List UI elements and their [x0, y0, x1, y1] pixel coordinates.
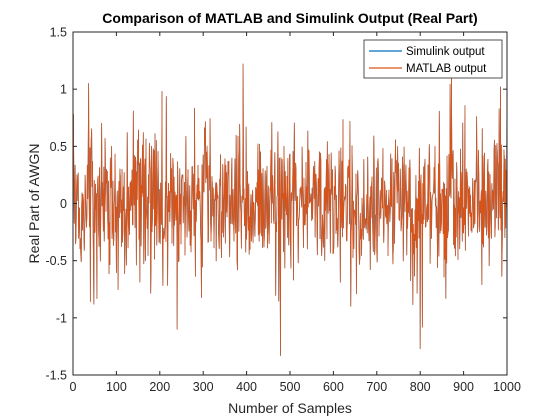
x-tick-label: 100 [106, 380, 127, 394]
y-axis-label: Real Part of AWGN [26, 143, 42, 263]
x-tick-label: 500 [280, 380, 301, 394]
y-tick-label: 0 [60, 197, 67, 211]
x-tick-label: 900 [453, 380, 474, 394]
y-tick-label: -0.5 [45, 254, 67, 268]
legend-label-simulink: Simulink output [406, 46, 485, 58]
series-line-matlab [72, 63, 508, 356]
x-tick-label: 600 [323, 380, 344, 394]
x-axis-label: Number of Samples [228, 400, 352, 416]
y-tick-label: 1 [60, 83, 67, 97]
y-axis: -1.5 -1 -0.5 0 0.5 1 1.5 [45, 26, 507, 383]
y-tick-label: 0.5 [50, 140, 67, 154]
x-tick-label: 0 [70, 380, 77, 394]
legend-label-matlab: MATLAB output [406, 63, 487, 75]
legend-box [363, 39, 503, 79]
y-tick-label: -1.5 [45, 369, 67, 383]
chart-title: Comparison of MATLAB and Simulink Output… [102, 10, 477, 26]
x-tick-label: 300 [193, 380, 214, 394]
x-tick-label: 400 [236, 380, 257, 394]
x-tick-label: 700 [366, 380, 387, 394]
series-layer [72, 63, 508, 356]
x-tick-label: 200 [149, 380, 170, 394]
x-tick-label: 1000 [493, 380, 521, 394]
y-tick-label: -1 [56, 311, 67, 325]
y-tick-label: 1.5 [50, 26, 67, 40]
x-axis: 0 100 200 300 400 500 600 700 800 900 1000 [70, 32, 521, 394]
legend: Simulink output MATLAB output [363, 39, 503, 79]
x-tick-label: 800 [410, 380, 431, 394]
